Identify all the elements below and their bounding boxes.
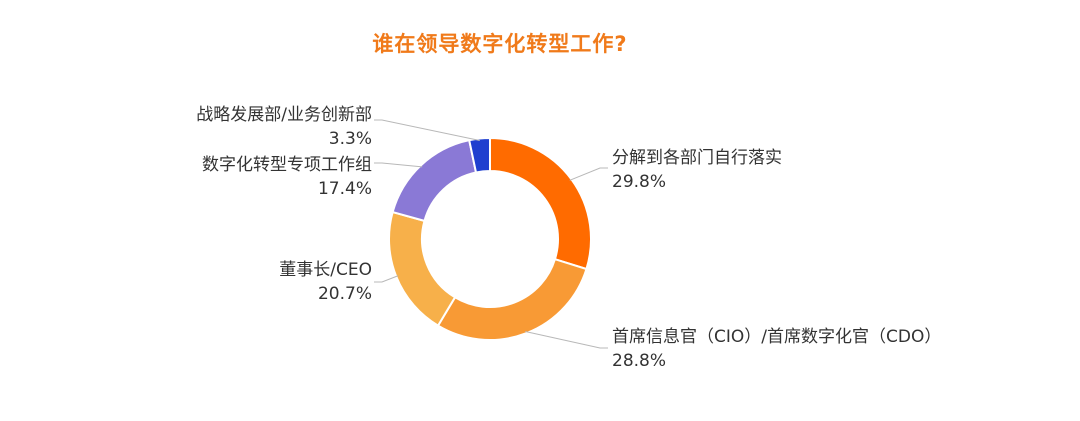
- leader-line: [374, 119, 480, 142]
- slice-label: 数字化转型专项工作组 17.4%: [202, 153, 372, 201]
- chart-title: 谁在领导数字化转型工作?: [372, 32, 628, 56]
- slice-value: 17.4%: [317, 179, 372, 199]
- slice-value: 28.8%: [612, 351, 667, 371]
- leader-line: [525, 331, 608, 349]
- slice-label: 首席信息官（CIO）/首席数字化官（CDO） 28.8%: [612, 325, 941, 373]
- slice-label: 分解到各部门自行落实 29.8%: [612, 146, 782, 194]
- slice-name: 分解到各部门自行落实: [612, 148, 782, 168]
- slice-label: 董事长/CEO 20.7%: [279, 258, 372, 306]
- pie-slice: [391, 138, 478, 223]
- leader-line: [374, 162, 423, 168]
- leader-line: [569, 167, 608, 181]
- pie-slice: [489, 136, 592, 271]
- slice-value: 3.3%: [328, 129, 372, 149]
- pie-slice: [436, 257, 588, 341]
- pie-slice: [468, 136, 491, 174]
- slice-value: 20.7%: [317, 284, 372, 304]
- slice-label: 战略发展部/业务创新部 3.3%: [196, 103, 372, 151]
- slice-name: 首席信息官（CIO）/首席数字化官（CDO）: [612, 327, 942, 347]
- slice-name: 董事长/CEO: [279, 260, 372, 280]
- slice-name: 战略发展部/业务创新部: [196, 105, 372, 125]
- pie-slice: [388, 210, 457, 327]
- leader-line: [374, 275, 399, 283]
- slice-name: 数字化转型专项工作组: [202, 155, 372, 175]
- slice-value: 29.8%: [612, 172, 667, 192]
